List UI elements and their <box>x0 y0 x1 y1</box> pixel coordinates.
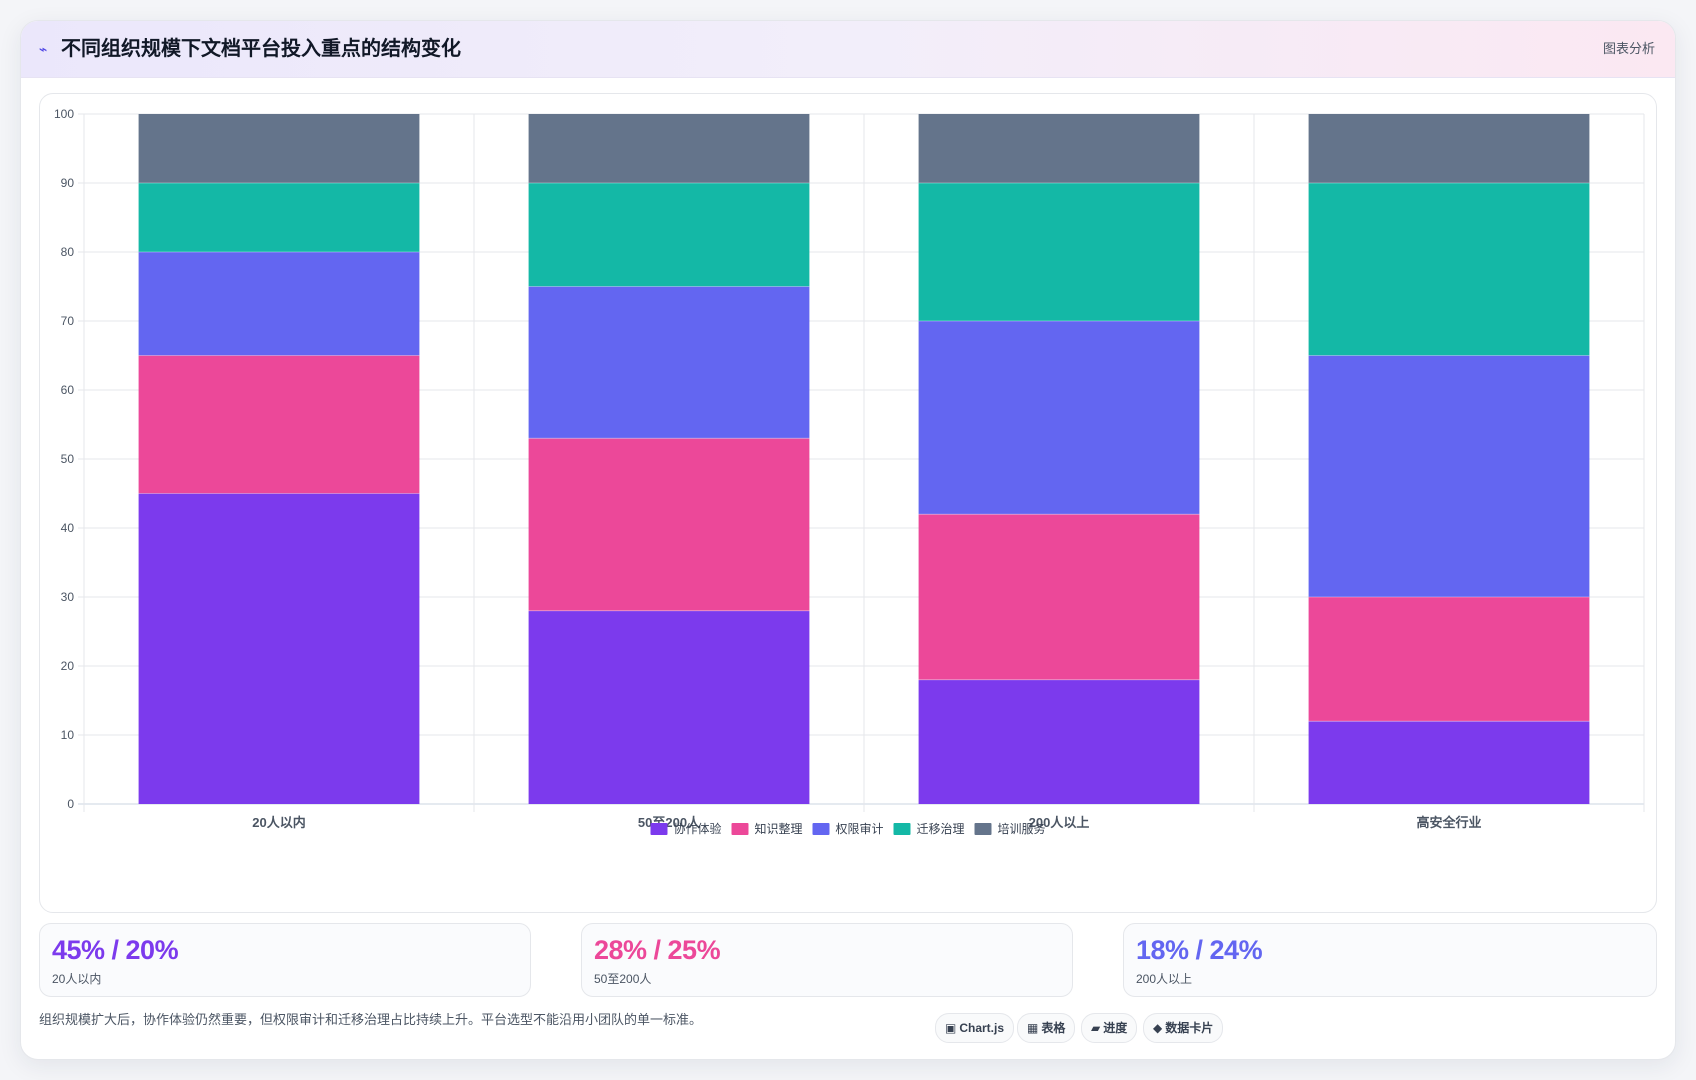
legend-swatch <box>974 823 992 835</box>
bar-segment <box>1308 355 1590 597</box>
table-icon: ▦ <box>1027 1021 1039 1035</box>
bar-segment <box>528 610 810 804</box>
bar-segment <box>528 114 810 183</box>
stat-value: 45% / 20% <box>52 935 179 965</box>
chart-title-icon: ⌁ <box>39 41 48 57</box>
y-tick-label: 40 <box>61 521 75 535</box>
legend-swatch <box>731 823 749 835</box>
bar-segment <box>918 679 1200 804</box>
chip-data-card[interactable]: ◆ 数据卡片 <box>1143 1013 1224 1043</box>
y-tick-label: 80 <box>61 245 75 259</box>
legend-label: 培训服务 <box>998 821 1046 836</box>
legend-label: 知识整理 <box>754 821 802 836</box>
y-tick-label: 20 <box>61 659 75 673</box>
bar-segment <box>138 355 420 494</box>
chip-progress[interactable]: ▰ 进度 <box>1081 1013 1138 1043</box>
bar-segment <box>528 438 810 611</box>
legend-label: 迁移治理 <box>917 822 965 836</box>
y-tick-label: 10 <box>61 728 75 742</box>
stat-label: 20人以内 <box>52 972 102 986</box>
bar-segment <box>528 183 810 287</box>
y-tick-label: 70 <box>61 314 75 328</box>
page-title: 不同组织规模下文档平台投入重点的结构变化 <box>61 38 461 60</box>
chip-label: 表格 <box>1041 1021 1066 1035</box>
bar-segment <box>138 252 420 356</box>
progress-icon: ▰ <box>1091 1021 1101 1035</box>
legend-swatch <box>893 823 911 835</box>
bar-segment <box>918 514 1200 680</box>
bar-segment <box>138 493 420 804</box>
legend-swatch <box>812 823 830 835</box>
y-tick-label: 30 <box>61 590 75 604</box>
y-tick-label: 50 <box>61 452 75 466</box>
chart-icon: ▣ <box>945 1021 957 1035</box>
summary-note: 组织规模扩大后，协作体验仍然重要，但权限审计和迁移治理占比持续上升。平台选型不能… <box>39 1012 703 1027</box>
y-tick-label: 0 <box>67 797 74 811</box>
bar-segment <box>918 114 1200 183</box>
legend-label: 协作体验 <box>673 821 721 836</box>
stat-card-3: 18% / 24% 200人以上 <box>1123 923 1657 997</box>
chip-label: Chart.js <box>959 1021 1005 1035</box>
stat-label: 200人以上 <box>1136 972 1193 986</box>
stat-label: 50至200人 <box>594 972 652 986</box>
bar-segment <box>528 286 810 439</box>
chip-label: 数据卡片 <box>1165 1021 1214 1035</box>
chip-label: 进度 <box>1103 1021 1128 1035</box>
x-tick-label: 20人以内 <box>252 815 305 830</box>
bar-segment <box>1308 597 1590 722</box>
bar-segment <box>138 183 420 252</box>
chart-panel: 0 10 20 30 40 50 60 70 80 90 100 20人以内 50至200人 200人以上… <box>39 93 1657 913</box>
legend-label: 权限审计 <box>835 821 883 836</box>
bar-segment <box>138 114 420 183</box>
bar-segment <box>918 183 1200 321</box>
bar-segment <box>1308 114 1590 183</box>
stat-value: 28% / 25% <box>594 935 721 965</box>
y-tick-label: 60 <box>61 383 75 397</box>
bar-segment <box>1308 721 1590 804</box>
stat-card-1: 45% / 20% 20人以内 <box>39 923 531 997</box>
y-tick-label: 100 <box>54 107 74 121</box>
x-tick-label: 高安全行业 <box>1416 815 1481 830</box>
legend-swatch <box>650 823 668 835</box>
bar-segment <box>1308 183 1590 356</box>
card-header: ⌁ 不同组织规模下文档平台投入重点的结构变化 图表分析 <box>21 21 1675 78</box>
chip-table[interactable]: ▦ 表格 <box>1017 1013 1076 1043</box>
stat-card-2: 28% / 25% 50至200人 <box>581 923 1073 997</box>
bar-segment <box>918 321 1200 515</box>
chart-card: ⌁ 不同组织规模下文档平台投入重点的结构变化 图表分析 0 10 20 30 40 50 6… <box>20 20 1676 1060</box>
chart-analysis-tag: 图表分析 <box>1602 41 1655 56</box>
y-tick-label: 90 <box>61 176 75 190</box>
stat-value: 18% / 24% <box>1136 935 1263 965</box>
card-icon: ◆ <box>1153 1021 1163 1035</box>
x-tick-label: 200人以上 <box>1029 815 1090 830</box>
chip-chartjs[interactable]: ▣ Chart.js <box>935 1013 1015 1043</box>
